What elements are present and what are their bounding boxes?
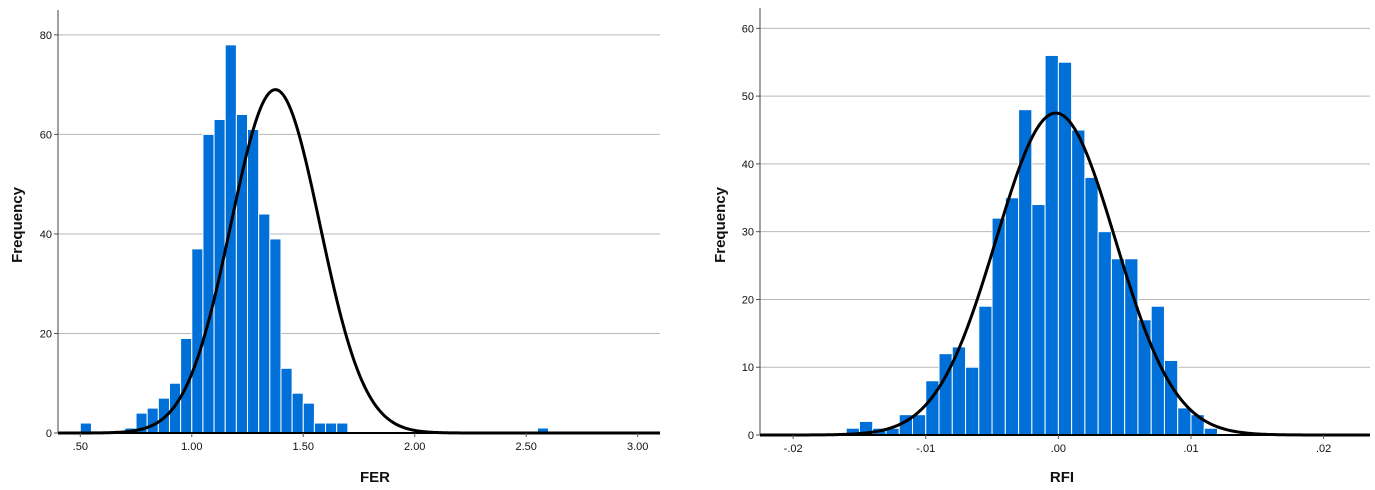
histogram-bar <box>1031 204 1046 436</box>
rfi-histogram-svg: RFI Frequency 0 10 20 30 40 50 60 -.02 -.01 .00 .0… <box>712 8 1370 486</box>
x-tick-label: 3.00 <box>627 441 648 453</box>
histogram-bar <box>978 305 993 436</box>
x-tick-label: .00 <box>1051 443 1066 455</box>
histogram-bar <box>1071 129 1086 436</box>
y-tick-label: 40 <box>742 159 754 171</box>
histogram-bar <box>1124 258 1139 436</box>
histogram-bar <box>280 367 293 434</box>
rfi-histogram: RFI Frequency 0 10 20 30 40 50 60 -.02 -.01 .00 .0… <box>700 0 1375 490</box>
histogram-bar <box>191 248 204 434</box>
histogram-bar <box>1203 427 1219 436</box>
fer-histogram: FER Frequency 0 20 40 60 80 .50 1.00 1.50 2.00 2.… <box>0 0 680 490</box>
fer-histogram-svg: FER Frequency 0 20 40 60 80 .50 1.00 1.50 2.00 2.… <box>9 10 660 486</box>
y-tick-label: 40 <box>40 229 52 241</box>
histogram-bar <box>325 422 338 434</box>
y-axis-title: Frequency <box>712 186 729 263</box>
y-tick-label: 50 <box>742 91 754 103</box>
x-axis-title: FER <box>360 469 390 486</box>
histogram-bar <box>302 402 315 434</box>
x-tick-label: .02 <box>1316 443 1331 455</box>
y-tick-label: 0 <box>748 430 754 442</box>
x-tick-label: -.02 <box>784 443 803 455</box>
histogram-bar <box>202 133 215 434</box>
histogram-bar <box>1177 407 1192 436</box>
histogram-bar <box>1163 359 1179 436</box>
x-tick-label: 2.50 <box>516 441 537 453</box>
y-axis-title: Frequency <box>9 186 26 263</box>
y-tick-label: 60 <box>742 23 754 35</box>
x-tick-label: 2.00 <box>404 441 425 453</box>
histogram-bar <box>1004 197 1020 436</box>
histogram-bar <box>1084 176 1099 436</box>
histogram-bar <box>258 213 271 434</box>
x-tick-label: .01 <box>1183 443 1198 455</box>
y-tick-label: 60 <box>40 129 52 141</box>
histogram-bar <box>965 366 980 436</box>
histogram-bar <box>1097 231 1112 436</box>
histogram-bar <box>912 414 927 436</box>
histogram-bar <box>247 128 260 434</box>
x-tick-label: -.01 <box>916 443 935 455</box>
normal-curve <box>58 88 660 435</box>
y-tick-label: 20 <box>40 328 52 340</box>
x-tick-label: 1.00 <box>181 441 202 453</box>
x-axis-title: RFI <box>1050 469 1074 486</box>
histogram-bar <box>146 407 159 434</box>
x-tick-label: .50 <box>73 441 88 453</box>
y-tick-label: 0 <box>46 428 52 440</box>
y-tick-label: 10 <box>742 362 754 374</box>
histogram-bar <box>1018 109 1033 436</box>
y-tick-label: 80 <box>40 30 52 42</box>
y-tick-label: 20 <box>742 294 754 306</box>
histogram-bar <box>291 392 304 434</box>
histogram-bar <box>1110 258 1126 436</box>
histogram-bar <box>269 238 282 434</box>
histogram-bar <box>313 422 327 434</box>
histogram-bar <box>336 422 349 434</box>
y-tick-label: 30 <box>742 227 754 239</box>
x-tick-label: 1.50 <box>293 441 314 453</box>
